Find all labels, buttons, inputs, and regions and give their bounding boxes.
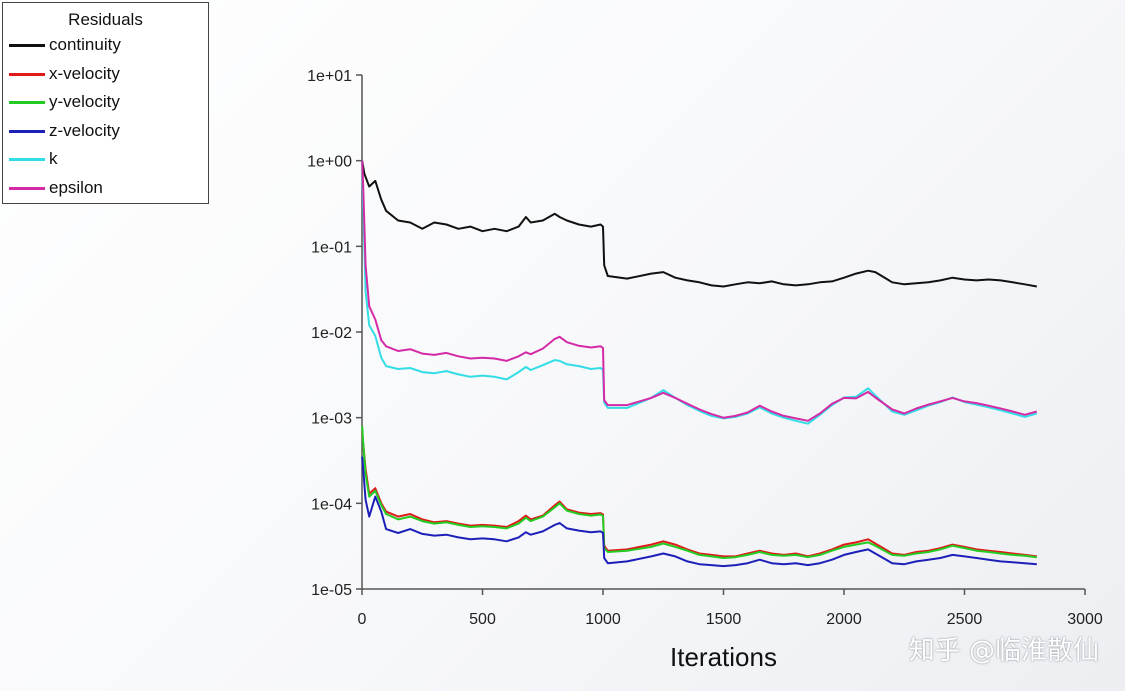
series-lines <box>361 160 1038 568</box>
legend-swatch <box>9 101 45 105</box>
y-tick-label: 1e+00 <box>307 154 352 171</box>
legend-item: z-velocity <box>3 118 208 147</box>
x-tick-label: 500 <box>469 611 496 628</box>
series-line-z-velocity <box>361 456 1037 568</box>
legend-label: y-velocity <box>49 92 120 112</box>
plot-axes <box>361 75 1085 590</box>
legend-label: x-velocity <box>49 63 120 83</box>
y-tick-label: 1e-05 <box>311 582 352 599</box>
x-ticks: 0 500 1000 1500 2000 2500 3000 <box>358 589 1103 628</box>
legend-label: z-velocity <box>49 120 120 140</box>
legend-label: epsilon <box>49 177 103 197</box>
y-tick-label: 1e+01 <box>307 68 352 85</box>
series-line-x-velocity <box>361 430 1037 558</box>
legend-item: epsilon <box>3 175 208 204</box>
legend-items: continuity x-velocity y-velocity z-velocity… <box>3 32 208 204</box>
legend-swatch <box>9 158 45 162</box>
y-tick-label: 1e-01 <box>311 239 352 256</box>
x-axis-label: Iterations <box>670 642 777 672</box>
x-tick-label: 2500 <box>947 611 983 628</box>
legend-swatch <box>9 186 45 190</box>
legend-swatch <box>9 44 45 47</box>
legend-item: k <box>3 146 208 175</box>
watermark: 知乎 @临淮散仙 <box>908 636 1099 666</box>
legend-label: continuity <box>49 35 121 54</box>
series-line-y-velocity <box>361 425 1037 559</box>
x-tick-label: 1000 <box>585 611 621 628</box>
y-tick-label: 1e-03 <box>311 411 352 428</box>
x-tick-label: 1500 <box>706 611 742 628</box>
y-tick-label: 1e-02 <box>311 325 352 342</box>
y-tick-label: 1e-04 <box>311 496 352 513</box>
x-tick-label: 0 <box>358 611 367 628</box>
series-line-k <box>361 160 1038 425</box>
legend-label: k <box>49 149 58 169</box>
legend: Residuals continuity x-velocity y-velocity… <box>2 2 209 204</box>
legend-swatch <box>9 129 45 133</box>
x-tick-label: 2000 <box>826 611 862 628</box>
series-line-epsilon <box>361 160 1038 422</box>
series-line-continuity <box>361 160 1037 288</box>
y-ticks: 1e-05 1e-04 1e-03 1e-02 1e-01 1e+00 1e+01 <box>307 68 362 599</box>
legend-title: Residuals <box>68 10 143 29</box>
legend-swatch <box>9 72 45 76</box>
legend-item: continuity <box>3 32 208 61</box>
x-tick-label: 3000 <box>1067 611 1103 628</box>
legend-item: y-velocity <box>3 89 208 118</box>
legend-item: x-velocity <box>3 61 208 90</box>
